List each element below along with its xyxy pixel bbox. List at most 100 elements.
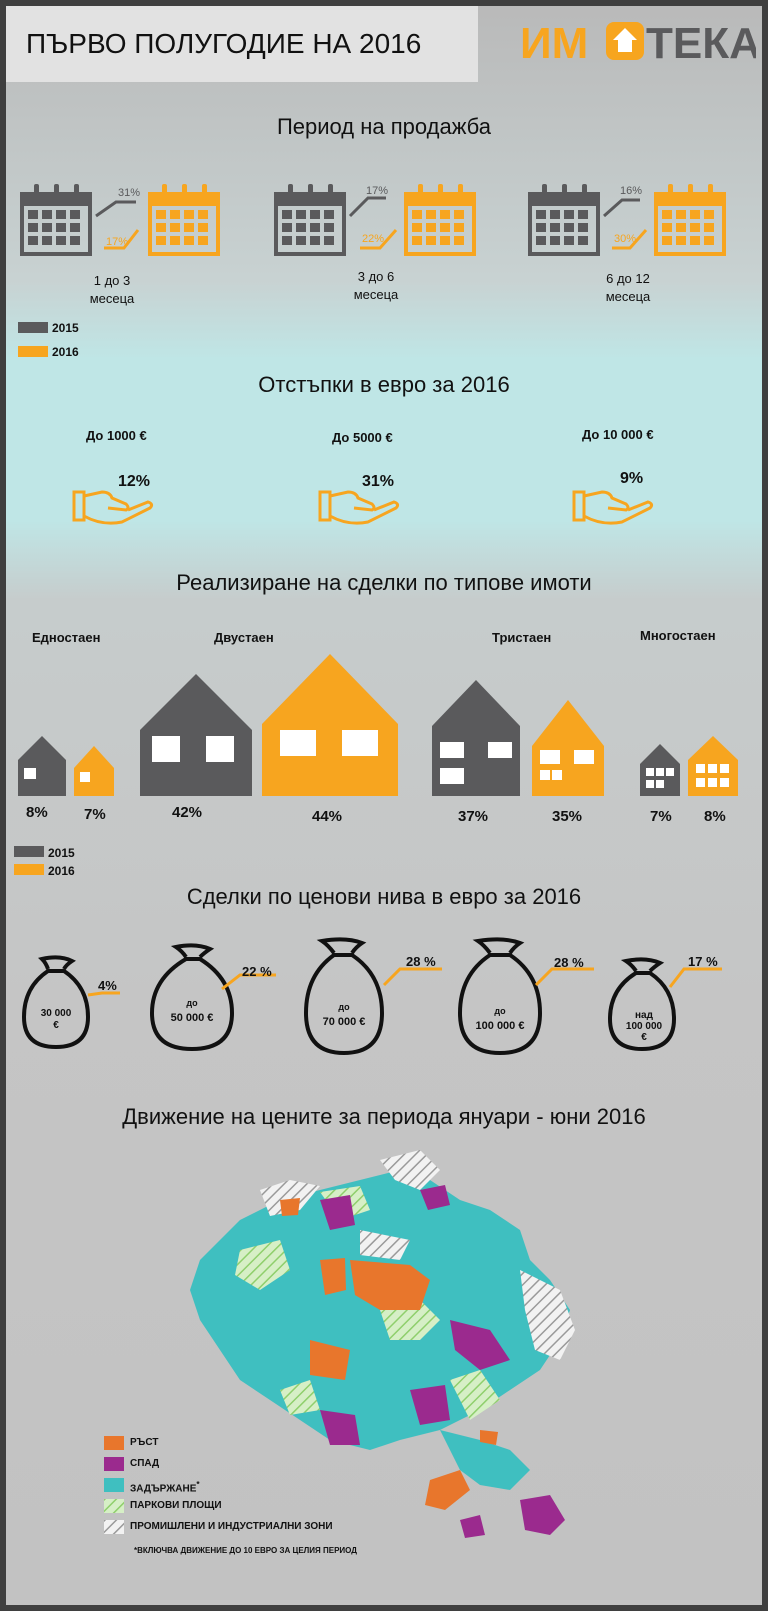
house-2016-icon bbox=[532, 700, 604, 796]
price-pct: 4% bbox=[98, 978, 117, 993]
connector-2016 bbox=[360, 229, 398, 250]
property-type-name: Многостаен bbox=[640, 628, 716, 643]
legend-swatch-decline bbox=[104, 1457, 124, 1471]
legend-asterisk: * bbox=[196, 1479, 200, 1489]
price-line2: 30 000 bbox=[40, 1008, 72, 1019]
discount-hands bbox=[72, 490, 654, 525]
price-line2: 70 000 € bbox=[322, 1016, 366, 1028]
price-line2: 100 000 € bbox=[475, 1020, 525, 1032]
pct-2016: 22% bbox=[362, 233, 384, 245]
hand-icon bbox=[72, 490, 154, 525]
price-line1: над bbox=[635, 1010, 653, 1021]
pct-2015: 16% bbox=[620, 185, 642, 197]
property-types-title: Реализиране на сделки по типове имоти bbox=[176, 570, 592, 595]
legend-label-2016: 2016 bbox=[48, 864, 75, 878]
money-bag-icon bbox=[149, 943, 235, 1052]
logo: ИМ ТЕКА bbox=[520, 19, 756, 66]
price-line1: до bbox=[186, 998, 198, 1008]
map-region-industrial bbox=[260, 1180, 320, 1216]
map-region-decline bbox=[320, 1195, 355, 1230]
price-pct: 28 % bbox=[406, 954, 436, 969]
connector-2015 bbox=[348, 196, 386, 218]
money-bags bbox=[21, 937, 722, 1056]
pct-2016: 35% bbox=[552, 808, 583, 825]
map-region-growth bbox=[320, 1258, 346, 1295]
period-label-line2: месеца bbox=[89, 291, 135, 306]
map-region-decline bbox=[320, 1410, 360, 1445]
price-bag-label: 30 000 € bbox=[26, 1008, 86, 1032]
map-region-growth bbox=[280, 1198, 300, 1216]
legend-label-growth: РЪСТ bbox=[130, 1437, 159, 1448]
price-bag-label: до 100 000 € bbox=[458, 1004, 542, 1034]
price-bag-label: до 50 000 € bbox=[152, 996, 232, 1026]
calendar-2015-icon bbox=[528, 182, 600, 256]
map-footnote: *ВКЛЮЧВА ДВИЖЕНИЕ ДО 10 ЕВРО ЗА ЦЕЛИЯ ПЕ… bbox=[134, 1546, 357, 1555]
price-line3: € bbox=[641, 1032, 647, 1043]
legend-swatch-hold bbox=[104, 1478, 124, 1492]
price-bag-label: над 100 000 € bbox=[612, 1010, 676, 1043]
period-label-line1: 6 до 12 bbox=[606, 271, 650, 286]
map-region-park bbox=[450, 1370, 500, 1420]
discount-pct: 31% bbox=[362, 473, 395, 490]
period-label-2: 3 до 6 месеца bbox=[326, 268, 426, 304]
map-region-growth bbox=[480, 1430, 498, 1445]
period-label-1: 1 до 3 месеца bbox=[62, 272, 162, 308]
calendar-2015-icon bbox=[274, 182, 346, 256]
legend-label-hold-text: ЗАДЪРЖАНЕ bbox=[130, 1483, 197, 1495]
pct-2016: 8% bbox=[704, 808, 726, 825]
discount-label: До 10 000 € bbox=[582, 427, 654, 442]
map-region-industrial bbox=[380, 1150, 440, 1190]
legend-label-2016: 2016 bbox=[52, 345, 79, 359]
sale-period-title: Период на продажба bbox=[276, 114, 492, 139]
legend-swatch-2015 bbox=[14, 846, 44, 857]
money-bag-icon bbox=[303, 937, 385, 1056]
legend-swatch-park bbox=[104, 1499, 124, 1513]
legend-label-2015: 2015 bbox=[48, 846, 75, 860]
legend-label-decline: СПАД bbox=[130, 1458, 160, 1469]
connector-2015 bbox=[603, 198, 640, 218]
calendar-2015-icon bbox=[20, 182, 92, 256]
legend-swatch-2015 bbox=[18, 322, 48, 333]
pct-2015: 37% bbox=[458, 808, 489, 825]
price-line2: 100 000 bbox=[625, 1021, 663, 1032]
map-region-decline bbox=[410, 1385, 450, 1425]
logo-text-right: ТЕКА bbox=[646, 19, 756, 66]
discount-pct: 12% bbox=[118, 473, 151, 490]
house-2016-icon bbox=[262, 654, 398, 796]
legend-label-2015: 2015 bbox=[52, 321, 79, 335]
property-type-name: Двустаен bbox=[214, 630, 274, 645]
legend-label-industrial: ПРОМИШЛЕНИ И ИНДУСТРИАЛНИ ЗОНИ bbox=[130, 1521, 333, 1532]
pct-2016: 44% bbox=[312, 808, 343, 825]
pct-2016: 17% bbox=[106, 236, 128, 248]
sofia-price-map bbox=[190, 1150, 575, 1538]
pct-2015: 8% bbox=[26, 804, 48, 821]
pct-2016: 7% bbox=[84, 806, 106, 823]
discount-label: До 5000 € bbox=[332, 430, 393, 445]
map-region-industrial bbox=[360, 1230, 410, 1260]
sale-period-calendars: 31% 17% 17% 22% 16% 30% bbox=[20, 182, 726, 256]
discount-pct: 9% bbox=[620, 470, 644, 487]
legend-swatch-2016 bbox=[14, 864, 44, 875]
house-2015-icon bbox=[432, 680, 520, 796]
map-region-growth bbox=[425, 1470, 470, 1510]
calendar-2016-icon bbox=[654, 182, 726, 256]
pct-2015: 17% bbox=[366, 185, 388, 197]
money-bag-icon bbox=[457, 937, 543, 1056]
legend-swatch-industrial bbox=[104, 1520, 124, 1534]
property-type-name: Едностаен bbox=[32, 630, 101, 645]
map-region-decline bbox=[450, 1320, 510, 1370]
map-region-decline bbox=[460, 1515, 485, 1538]
price-pct: 28 % bbox=[554, 955, 584, 970]
discounts-title: Отстъпки в евро за 2016 bbox=[258, 372, 510, 397]
map-region-growth bbox=[350, 1260, 430, 1310]
map-region-decline bbox=[520, 1495, 565, 1535]
house-logo-icon bbox=[606, 22, 644, 60]
pct-2015: 31% bbox=[118, 187, 140, 199]
hand-icon bbox=[318, 490, 400, 525]
period-label-3: 6 до 12 месеца bbox=[578, 270, 678, 306]
map-region-park bbox=[280, 1380, 320, 1415]
price-line2: 50 000 € bbox=[170, 1012, 214, 1024]
pct-2015: 7% bbox=[650, 808, 672, 825]
header-title-box bbox=[6, 6, 478, 82]
map-region-hold bbox=[440, 1430, 530, 1490]
